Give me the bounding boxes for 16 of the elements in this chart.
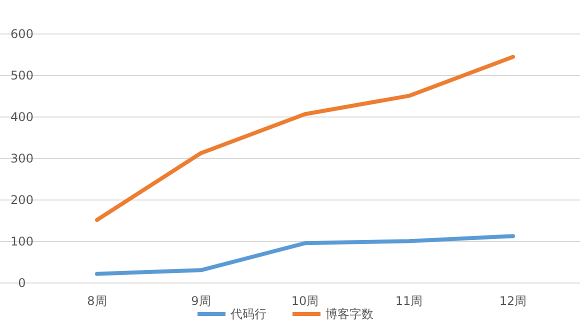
y-tick-label: 100 — [10, 234, 34, 249]
x-tick-label: 8周 — [87, 294, 107, 308]
legend-label: 博客字数 — [326, 307, 374, 322]
y-tick-label: 500 — [10, 68, 34, 83]
y-tick-label: 200 — [10, 193, 34, 208]
x-tick-label: 11周 — [395, 294, 423, 308]
legend-label: 代码行 — [230, 307, 266, 322]
y-tick-label: 400 — [10, 110, 34, 124]
y-tick-label: 300 — [10, 152, 34, 166]
x-tick-label: 12周 — [499, 294, 527, 308]
x-tick-label: 9周 — [191, 294, 211, 308]
line-series — [95, 54, 515, 222]
y-tick-label: 600 — [10, 27, 34, 42]
line-series — [95, 234, 515, 276]
y-tick-label: 0 — [18, 276, 26, 290]
x-tick-label: 10周 — [291, 294, 319, 308]
